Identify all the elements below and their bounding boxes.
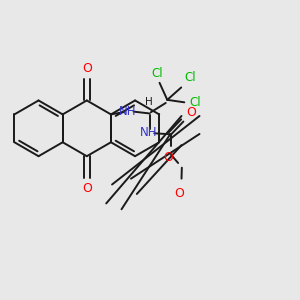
Text: O: O [174,188,184,200]
Text: O: O [82,62,92,75]
Text: O: O [82,182,92,195]
Text: Cl: Cl [189,96,201,110]
Text: NH: NH [140,127,158,140]
Text: Cl: Cl [184,71,196,84]
Text: O: O [164,151,173,164]
Text: NH: NH [119,105,137,118]
Text: Cl: Cl [151,67,163,80]
Text: O: O [187,106,196,119]
Text: H: H [145,97,153,107]
